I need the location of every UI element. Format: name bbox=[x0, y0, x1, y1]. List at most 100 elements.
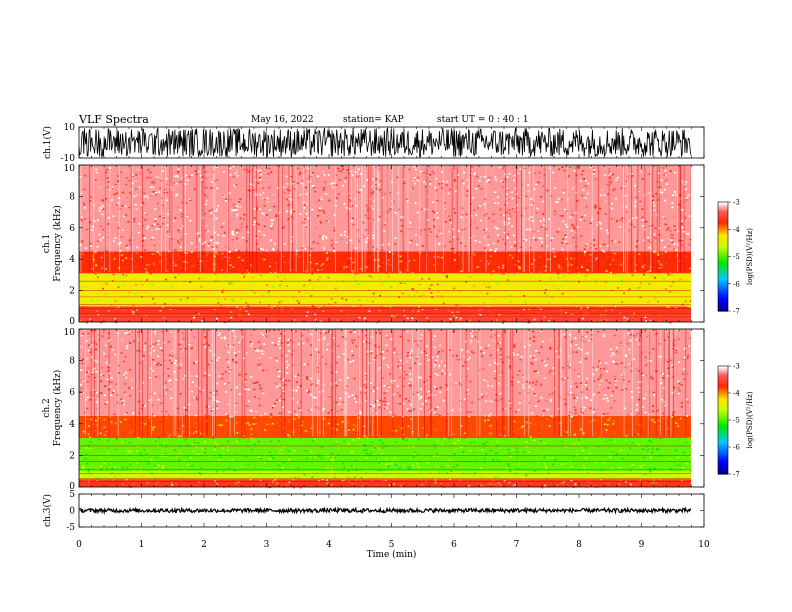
y-tick-label: 0 bbox=[69, 507, 75, 517]
ch2-colorbar-cell bbox=[718, 418, 728, 421]
ch1-colorbar-cell bbox=[718, 211, 728, 214]
y-tick-label: -10 bbox=[61, 154, 76, 164]
ch2-spectrogram-band-3 bbox=[79, 415, 691, 439]
x-tick-label: 9 bbox=[639, 540, 645, 550]
ch1-colorbar-cell bbox=[718, 214, 728, 218]
x-tick-label: 10 bbox=[698, 540, 710, 550]
ch1-colorbar-label: log(PSD)(V²/Hz) bbox=[746, 228, 754, 285]
ch2-colorbar-cell bbox=[718, 378, 728, 381]
ch2-colorbar-cell bbox=[718, 405, 728, 408]
ch1-colorbar-cell bbox=[718, 281, 728, 285]
ch3-ylabel: ch.3(V) bbox=[42, 494, 53, 527]
ch1-colorbar-cell bbox=[718, 271, 728, 274]
ch2-colorbar-cell bbox=[718, 384, 728, 387]
ch1-colorbar-cell bbox=[718, 216, 728, 219]
ch2-spectrogram-band-0 bbox=[79, 479, 691, 487]
ch2-colorbar-cell bbox=[718, 402, 728, 405]
ch2-colorbar-cell bbox=[718, 407, 728, 410]
y-tick-label: 6 bbox=[69, 224, 75, 234]
ch1-colorbar-cell bbox=[718, 241, 728, 245]
ch1-colorbar-cell bbox=[718, 292, 728, 296]
ch2-colorbar-cell bbox=[718, 454, 728, 457]
ch2-spectrogram-blank-tail bbox=[691, 329, 704, 487]
ch2-colorbar-cell bbox=[718, 409, 728, 412]
ch1-colorbar-cell bbox=[718, 252, 728, 256]
ch2-colorbar-cell bbox=[718, 420, 728, 423]
ch1-spectrogram-band-1 bbox=[79, 306, 691, 316]
ch2-colorbar-cell bbox=[718, 403, 728, 407]
ch2-colorbar-cell bbox=[718, 465, 728, 468]
ch1-colorbar-cell bbox=[718, 276, 728, 279]
ch2-colorbar-cell bbox=[718, 466, 728, 470]
ch1-colorbar-cell bbox=[718, 309, 728, 312]
ch2-spectrogram-texture bbox=[79, 329, 693, 489]
ch2-spectrogram-heatmap bbox=[79, 329, 704, 489]
y-tick-label: 8 bbox=[69, 357, 75, 367]
ch1-colorbar-cell bbox=[718, 274, 728, 278]
ch1-waveform-trace bbox=[78, 126, 692, 158]
ch2-colorbar-cell bbox=[718, 461, 728, 464]
ch2-colorbar-cell bbox=[718, 450, 728, 453]
y-tick-label: 10 bbox=[64, 164, 76, 174]
ch2-colorbar-cell bbox=[718, 369, 728, 372]
ch2-colorbar-cell bbox=[718, 429, 728, 432]
ch2-colorbar: log(PSD)(V²/Hz) bbox=[717, 365, 754, 475]
ch1-colorbar-cell bbox=[718, 232, 728, 236]
ch2-colorbar-cell bbox=[718, 400, 728, 403]
ch1-colorbar-cell bbox=[718, 283, 728, 287]
ch1-colorbar-tick-label: -4 bbox=[733, 226, 740, 234]
ch1-colorbar-cell bbox=[718, 202, 728, 205]
ch2-colorbar-cell bbox=[718, 447, 728, 450]
ch2-colorbar-cell bbox=[718, 366, 728, 369]
station-label: station= KAP bbox=[343, 115, 404, 125]
ch2-colorbar-cell bbox=[718, 439, 728, 443]
ch1-colorbar-cell bbox=[718, 265, 728, 268]
ch2-colorbar-cell bbox=[718, 456, 728, 459]
ch1-spectrogram-texture bbox=[79, 165, 693, 324]
ch1-colorbar-cell bbox=[718, 261, 728, 265]
ch2-colorbar-cell bbox=[718, 376, 728, 380]
ch1-colorbar-cell bbox=[718, 236, 728, 239]
ch1-colorbar-cell bbox=[718, 234, 728, 238]
ch1-colorbar-cell bbox=[718, 289, 728, 292]
ch1-colorbar-cell bbox=[718, 207, 728, 210]
ch2-colorbar-cell bbox=[718, 382, 728, 385]
ch1-colorbar-cell bbox=[718, 221, 728, 225]
ch1-colorbar-cell bbox=[718, 280, 728, 283]
ch2-colorbar-cell bbox=[718, 371, 728, 374]
ch2-spectrogram-band-4 bbox=[79, 329, 691, 416]
ch1-colorbar-cell bbox=[718, 223, 728, 227]
x-tick-label: 1 bbox=[139, 540, 145, 550]
ch2-colorbar-cell bbox=[718, 416, 728, 419]
ch2-colorbar-cell bbox=[718, 457, 728, 461]
ch2-colorbar-cell bbox=[718, 396, 728, 399]
ch2-colorbar-tick-label: -3 bbox=[733, 363, 740, 371]
ch1-colorbar-cell bbox=[718, 307, 728, 310]
ch1-colorbar-tick-label: -5 bbox=[733, 253, 740, 261]
ch1-colorbar-cell bbox=[718, 301, 728, 305]
ch3-waveform-trace bbox=[78, 506, 692, 515]
ch1-spectrogram-band-4 bbox=[79, 165, 691, 252]
ch1-colorbar-cell bbox=[718, 296, 728, 299]
ch1-colorbar-cell bbox=[718, 305, 728, 308]
ch2-colorbar-cell bbox=[718, 443, 728, 446]
ch1-colorbar-cell bbox=[718, 298, 728, 301]
ch1-colorbar-cell bbox=[718, 218, 728, 221]
ch2-colorbar-cell bbox=[718, 438, 728, 441]
y-tick-label: 8 bbox=[69, 192, 75, 202]
ch2-colorbar-tick-label: -7 bbox=[733, 471, 740, 479]
x-tick-label: 8 bbox=[576, 540, 582, 550]
ch2-spectrogram-ylabel: ch.2Frequency (kHz) bbox=[42, 370, 63, 447]
ch2-colorbar-label: log(PSD)(V²/Hz) bbox=[746, 391, 754, 448]
ch2-colorbar-cell bbox=[718, 427, 728, 430]
ch2-colorbar-cell bbox=[718, 412, 728, 416]
ch2-colorbar-cell bbox=[718, 441, 728, 444]
y-tick-label: 0 bbox=[69, 317, 75, 327]
ch1-colorbar-cell bbox=[718, 243, 728, 247]
ch1-colorbar-cell bbox=[718, 249, 728, 252]
ch2-colorbar-cell bbox=[718, 414, 728, 417]
ch2-colorbar-cell bbox=[718, 393, 728, 396]
ch2-colorbar-cell bbox=[718, 375, 728, 378]
ch1-colorbar-cell bbox=[718, 272, 728, 276]
